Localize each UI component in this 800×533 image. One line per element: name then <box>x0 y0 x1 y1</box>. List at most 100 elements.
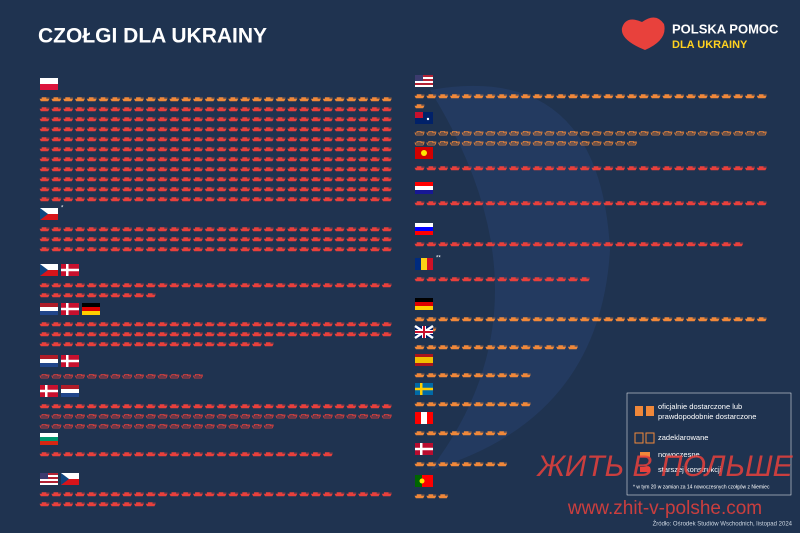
tank <box>381 177 392 182</box>
tank <box>86 424 97 429</box>
tank <box>346 127 357 132</box>
note: * <box>61 206 64 212</box>
tank <box>63 414 74 419</box>
tank <box>310 332 321 337</box>
tank <box>169 227 180 232</box>
tank <box>299 404 310 409</box>
tank <box>63 157 74 162</box>
flag <box>40 433 58 445</box>
tank <box>426 462 437 467</box>
tank <box>98 127 109 132</box>
tank <box>228 342 239 347</box>
tank <box>39 342 50 347</box>
tank <box>275 127 286 132</box>
tank <box>263 157 274 162</box>
tank-group <box>39 322 392 347</box>
tank <box>157 414 168 419</box>
tank <box>438 373 449 378</box>
tank <box>603 131 614 136</box>
tank <box>86 167 97 172</box>
tank <box>567 317 578 322</box>
tank <box>497 242 508 247</box>
tank <box>251 97 262 102</box>
tank <box>287 452 298 457</box>
tank <box>110 374 121 379</box>
tank <box>240 197 251 202</box>
tank <box>228 227 239 232</box>
tank <box>133 502 144 507</box>
tank <box>133 342 144 347</box>
tank <box>192 187 203 192</box>
tank <box>532 131 543 136</box>
tank <box>216 97 227 102</box>
tank <box>122 127 133 132</box>
tank <box>369 187 380 192</box>
tank <box>204 137 215 142</box>
tank <box>287 332 298 337</box>
tank <box>63 374 74 379</box>
tank <box>86 374 97 379</box>
tank <box>181 107 192 112</box>
tank <box>63 147 74 152</box>
tank <box>122 237 133 242</box>
tank <box>414 242 425 247</box>
tank <box>275 247 286 252</box>
tank <box>721 317 732 322</box>
flag-part <box>40 84 58 90</box>
tank <box>346 177 357 182</box>
tank <box>98 177 109 182</box>
tank <box>133 227 144 232</box>
tank <box>263 342 274 347</box>
tank <box>334 322 345 327</box>
tank <box>358 283 369 288</box>
tank <box>299 117 310 122</box>
tank <box>461 201 472 206</box>
flag <box>415 182 433 194</box>
tank <box>414 166 425 171</box>
tank <box>240 137 251 142</box>
tank <box>192 283 203 288</box>
tank <box>51 97 62 102</box>
tank <box>204 332 215 337</box>
tank <box>603 317 614 322</box>
tank <box>520 131 531 136</box>
tank <box>110 97 121 102</box>
tank <box>39 414 50 419</box>
swatch <box>646 406 654 416</box>
tank-group <box>39 283 392 298</box>
tank <box>51 424 62 429</box>
tank <box>240 452 251 457</box>
tank <box>733 201 744 206</box>
tank-group <box>39 97 392 102</box>
tank <box>133 157 144 162</box>
tank <box>145 293 156 298</box>
tank <box>358 157 369 162</box>
tank-group <box>39 414 392 429</box>
tank <box>39 177 50 182</box>
tank <box>169 157 180 162</box>
tank <box>86 197 97 202</box>
bg-shape <box>430 85 610 470</box>
tank <box>181 424 192 429</box>
tank <box>251 127 262 132</box>
tank <box>63 342 74 347</box>
tank <box>322 414 333 419</box>
tank <box>157 137 168 142</box>
tank <box>204 424 215 429</box>
tank <box>473 317 484 322</box>
flag-part <box>40 483 58 485</box>
tank <box>473 431 484 436</box>
tank <box>169 322 180 327</box>
tank <box>508 345 519 350</box>
tank <box>334 247 345 252</box>
title: CZOŁGI DLA UKRAINY <box>38 25 267 48</box>
tank <box>192 492 203 497</box>
flag-part <box>415 77 433 79</box>
tank <box>240 227 251 232</box>
tank <box>204 492 215 497</box>
tank <box>381 404 392 409</box>
tank <box>414 494 425 499</box>
tank <box>310 197 321 202</box>
tank <box>192 197 203 202</box>
tank <box>157 237 168 242</box>
